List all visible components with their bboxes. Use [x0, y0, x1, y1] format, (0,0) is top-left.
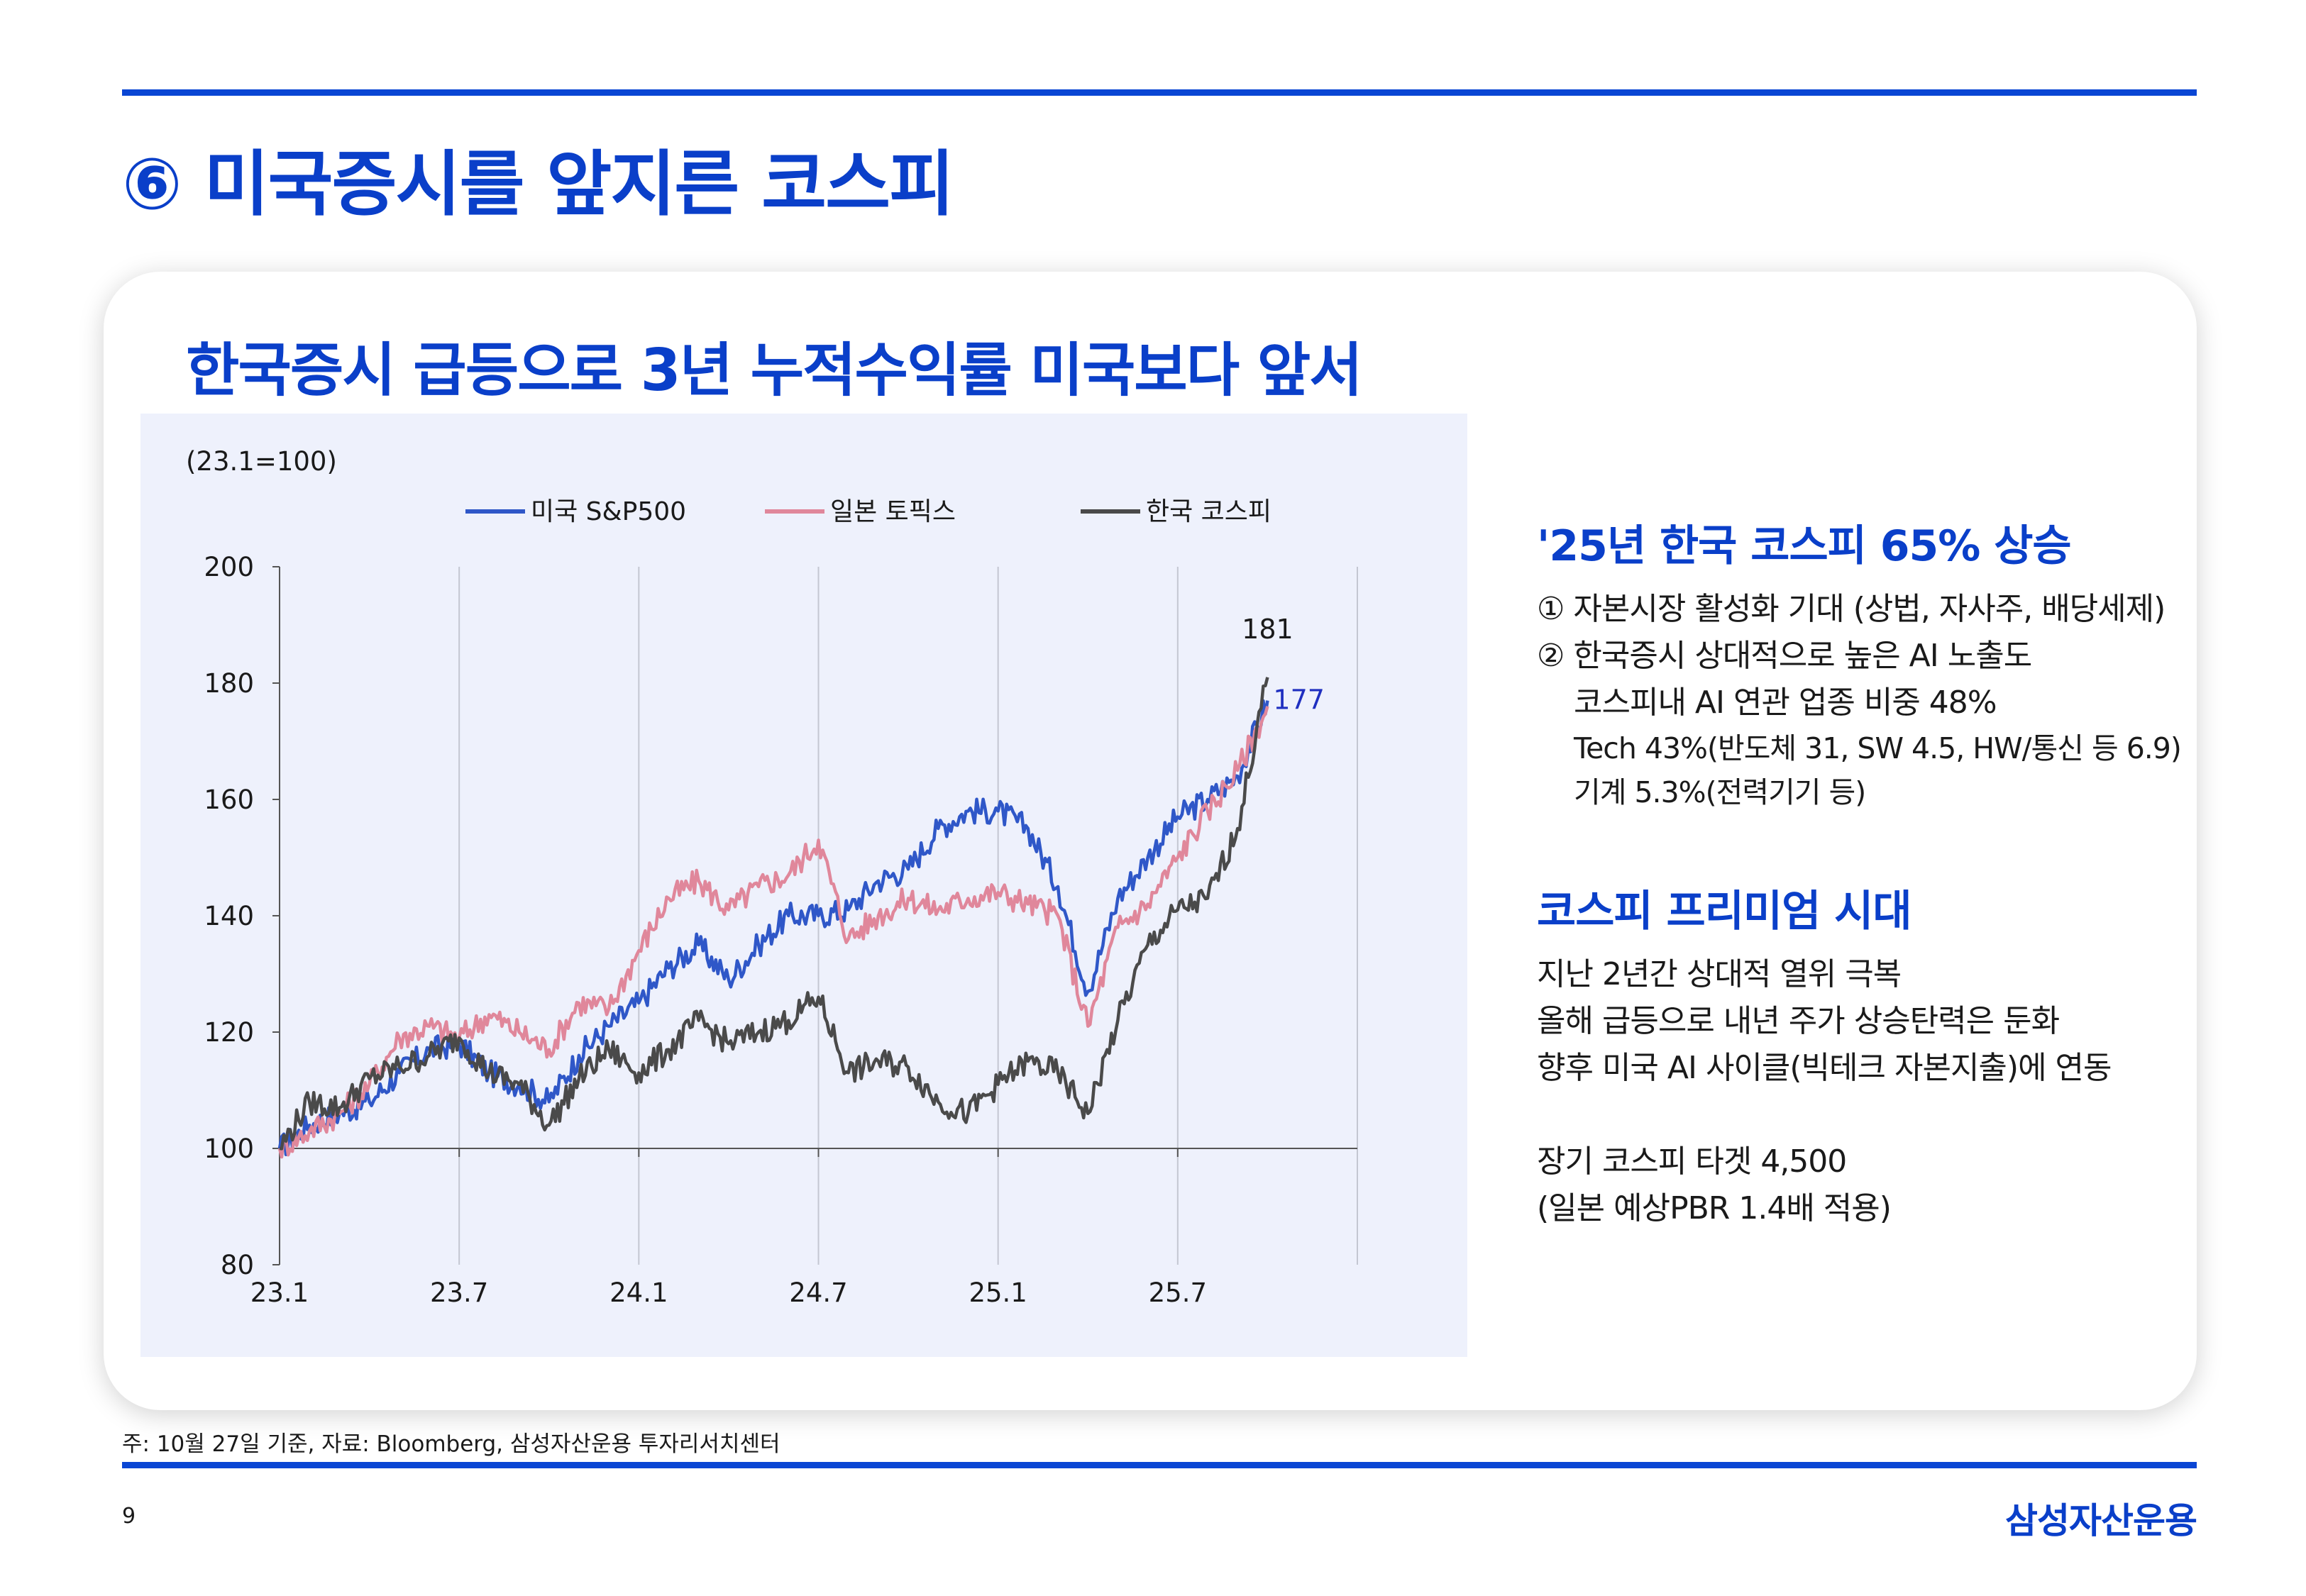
x-tick-label: 25.7: [1149, 1278, 1207, 1308]
card-title: 한국증시 급등으로 3년 누적수익률 미국보다 앞서: [186, 337, 1363, 404]
y-tick-label: 160: [204, 785, 254, 815]
content-card: 한국증시 급등으로 3년 누적수익률 미국보다 앞서 (23.1=100) 80 1…: [104, 272, 2197, 1410]
end-value-label: 177: [1273, 685, 1325, 716]
x-tick-label: 25.1: [969, 1278, 1027, 1308]
legend-label: 미국 S&P500: [531, 497, 686, 526]
source-footnote: 주: 10월 27일 기준, 자료: Bloomberg, 삼성자산운용 투자리…: [122, 1431, 780, 1457]
y-tick-label: 200: [204, 552, 254, 582]
x-tick-label: 24.1: [609, 1278, 668, 1308]
section-line: 장기 코스피 타겟 4,500: [1537, 1143, 1847, 1180]
commentary-column: '25년 한국 코스피 65% 상승 ① 자본시장 활성화 기대 (상법, 자사주…: [1537, 511, 2190, 1232]
section-line: (일본 예상PBR 1.4배 적용): [1537, 1190, 1892, 1226]
section-line: 올해 급등으로 내년 주가 상승탄력은 둔화: [1537, 1003, 2060, 1039]
section-line: 향후 미국 AI 사이클(빅테크 자본지출)에 연동: [1537, 1050, 2112, 1086]
legend-label: 일본 토픽스: [830, 497, 956, 526]
top-rule: [122, 89, 2197, 96]
page-number: 9: [122, 1504, 136, 1529]
y-tick-label: 120: [204, 1017, 254, 1048]
bottom-rule: [122, 1462, 2197, 1468]
unit-note: (23.1=100): [186, 446, 337, 477]
section-line: 지난 2년간 상대적 열위 극복: [1537, 956, 1902, 992]
y-tick-label: 80: [221, 1250, 254, 1280]
y-tick-label: 140: [204, 901, 254, 931]
section-line: Tech 43%(반도체 31, SW 4.5, HW/통신 등 6.9): [1574, 731, 2182, 765]
x-tick-label: 23.1: [250, 1278, 309, 1308]
line-chart: (23.1=100) 80 100 120 140 160 180 200 23.1 23.7 24…: [186, 446, 1358, 1308]
brand-logo: 삼성자산운용: [2005, 1500, 2197, 1541]
y-tick-label: 100: [204, 1134, 254, 1164]
page-title: ⑥ 미국증시를 앞지른 코스피: [122, 143, 954, 226]
section-line: ② 한국증시 상대적으로 높은 AI 노출도: [1537, 638, 2032, 674]
section-title: '25년 한국 코스피 65% 상승: [1537, 521, 2072, 571]
legend-label: 한국 코스피: [1146, 497, 1271, 526]
series-line-2: [279, 677, 1269, 1151]
section-line: [1537, 1092, 2190, 1138]
series-line-0: [277, 699, 1269, 1157]
chart-panel: (23.1=100) 80 100 120 140 160 180 200 23.1 23.7 24…: [140, 414, 1467, 1357]
section-title: 코스피 프리미엄 시대: [1537, 887, 1912, 936]
y-tick-label: 180: [204, 668, 254, 699]
section-line: 기계 5.3%(전력기기 등): [1574, 775, 1866, 809]
end-value-label: 181: [1242, 614, 1293, 645]
x-tick-label: 24.7: [789, 1278, 847, 1308]
commentary-section: '25년 한국 코스피 65% 상승 ① 자본시장 활성화 기대 (상법, 자사주…: [1537, 511, 2190, 814]
x-tick-label: 23.7: [430, 1278, 488, 1308]
series-line-1: [277, 706, 1269, 1159]
section-line: 코스피내 AI 연관 업종 비중 48%: [1574, 685, 1997, 721]
section-line: ① 자본시장 활성화 기대 (상법, 자사주, 배당세제): [1537, 591, 2166, 627]
